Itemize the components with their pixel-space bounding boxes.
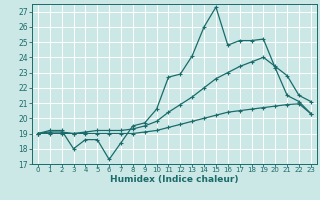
X-axis label: Humidex (Indice chaleur): Humidex (Indice chaleur) bbox=[110, 175, 239, 184]
